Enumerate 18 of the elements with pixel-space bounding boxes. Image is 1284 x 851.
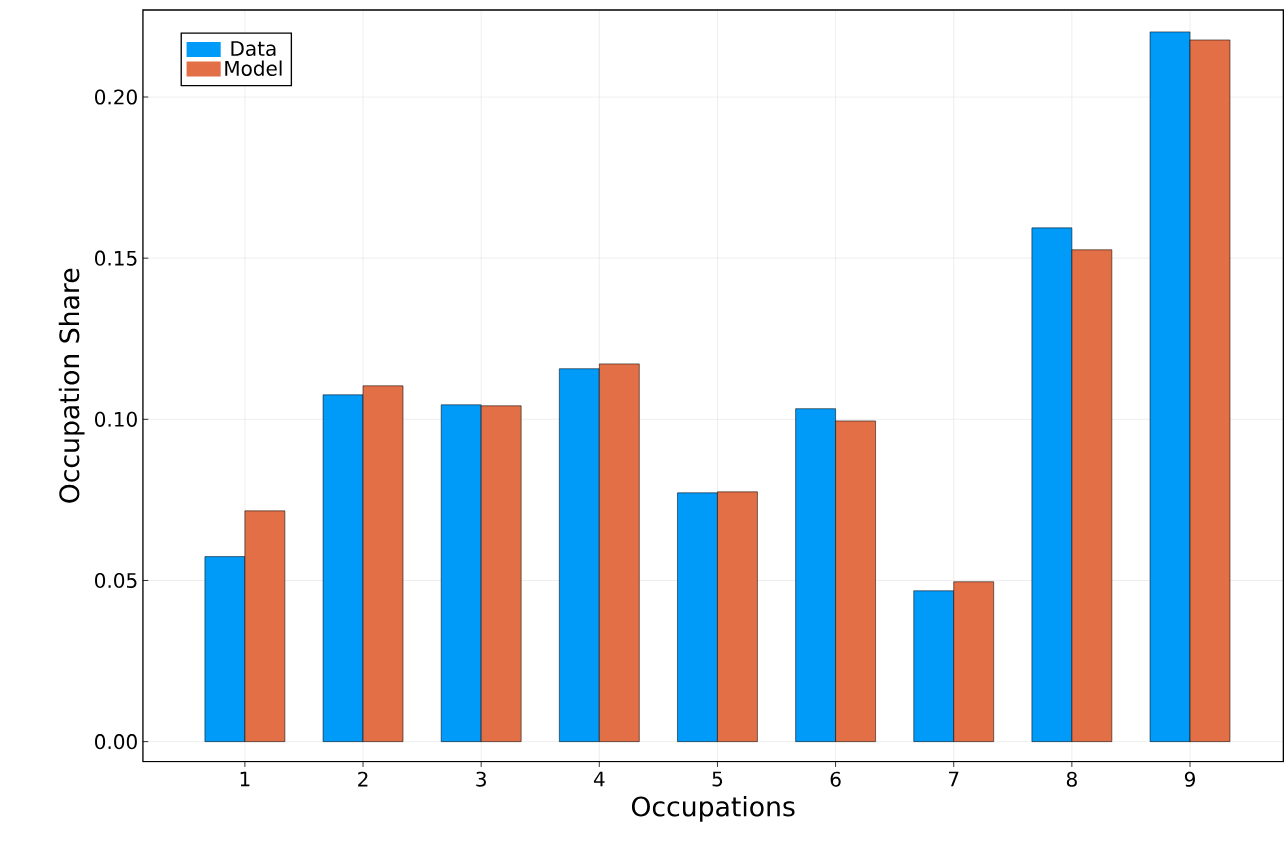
x-tick-label: 7 [949,771,959,787]
y-tick-label: 0.10 [95,411,137,428]
legend-label: Model [225,60,282,77]
y-tick-label: 0.20 [95,89,137,105]
x-tick-label: 1 [240,771,250,787]
x-tick-label: 8 [1066,771,1077,787]
x-tick-label: 3 [476,771,486,787]
y-tick-label: 0.15 [95,250,137,266]
x-tick-label: 2 [358,771,368,787]
x-axis-title: Occupations [631,796,795,822]
x-tick-label: 5 [712,771,723,787]
x-tick-label: 9 [1184,771,1195,787]
x-tick-label: 4 [593,771,605,787]
legend-label: Data [231,41,276,57]
y-tick-label: 0.00 [95,734,137,750]
y-axis-title: Occupation Share [58,268,85,503]
x-tick-label: 6 [830,771,841,787]
y-tick-label: 0.05 [95,573,137,589]
